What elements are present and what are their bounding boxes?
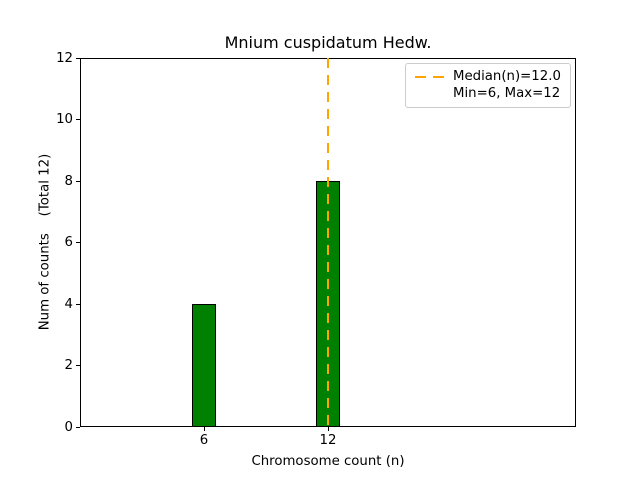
legend-entry-median: Median(n)=12.0	[415, 69, 561, 85]
legend: Median(n)=12.0 Min=6, Max=12	[405, 63, 571, 108]
y-tick-mark	[76, 119, 80, 120]
y-tick-label: 2	[64, 358, 73, 373]
legend-entry-minmax: Min=6, Max=12	[415, 86, 561, 102]
bar-n6	[192, 304, 216, 427]
median-dash-icon	[415, 76, 444, 78]
x-tick-label: 12	[319, 433, 337, 448]
y-tick-label: 10	[56, 112, 73, 127]
y-tick-mark	[76, 242, 80, 243]
median-line	[327, 58, 329, 427]
y-tick-mark	[76, 57, 80, 59]
legend-label-minmax: Min=6, Max=12	[453, 86, 561, 101]
y-tick-label: 6	[64, 235, 73, 250]
x-axis-label: Chromosome count (n)	[251, 454, 405, 469]
y-tick-label: 8	[64, 173, 73, 189]
legend-empty-handle	[415, 93, 444, 95]
x-tick-mark	[327, 427, 329, 431]
y-tick-mark	[76, 180, 80, 182]
x-tick-label: 6	[199, 433, 209, 448]
y-tick-label: 12	[56, 50, 73, 66]
legend-label-median: Median(n)=12.0	[453, 69, 561, 84]
y-tick-mark	[76, 365, 80, 366]
y-tick-label: 4	[64, 296, 73, 312]
y-tick-mark	[76, 303, 80, 305]
y-tick-label: 0	[64, 419, 73, 435]
x-tick-mark	[203, 427, 205, 431]
chart-title: Mnium cuspidatum Hedw.	[224, 33, 432, 52]
y-tick-mark	[76, 426, 80, 428]
